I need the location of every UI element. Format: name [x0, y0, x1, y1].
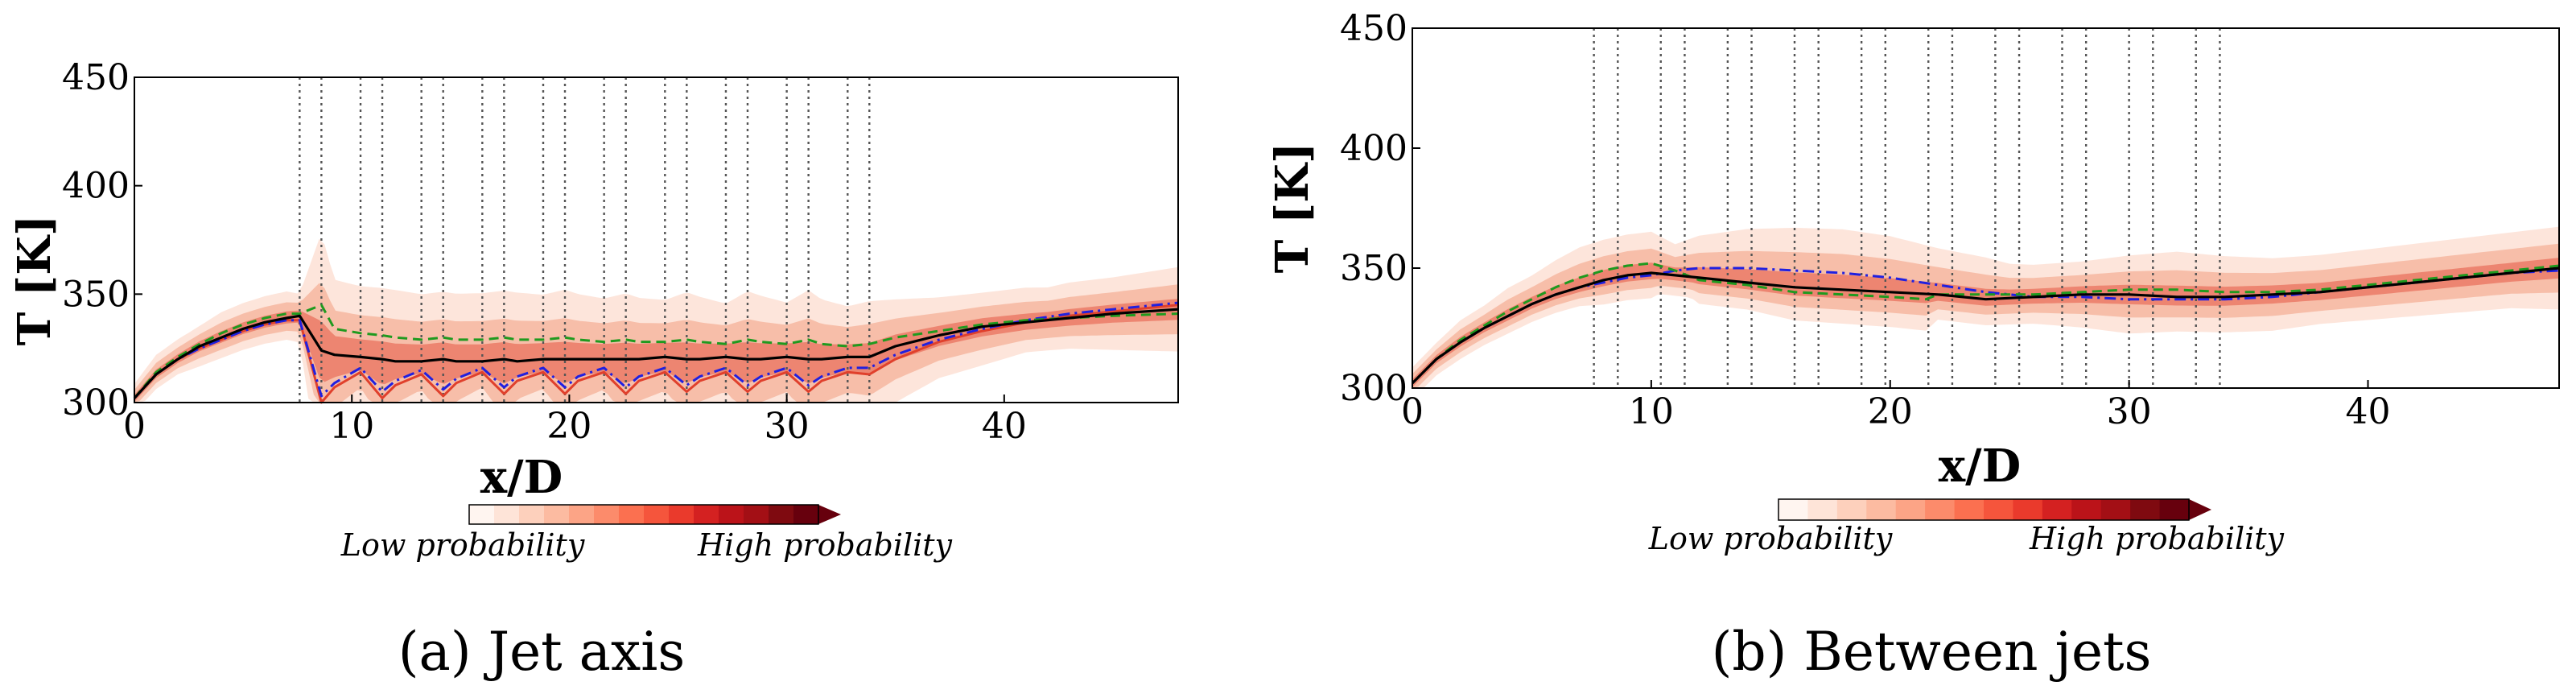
panel-a-series-blue: [133, 301, 1179, 399]
panel-b-colorbar-cell: [1807, 499, 1838, 520]
panel-b: 0 10 20 30 40 300 350 400 450 x/D T [K] Low pro…: [1266, 8, 2560, 683]
panel-a-series-green: [133, 304, 1179, 399]
panel-a-band-inner: [134, 299, 1178, 403]
panel-b-colorbar-cells: [1778, 499, 2190, 520]
panel-b-ylabel: T [K]: [1266, 143, 1319, 274]
panel-b-y-tick-label: 450: [1340, 8, 1408, 49]
panel-b-x-tick-label: 10: [1629, 391, 1674, 432]
panel-a-xlabel: x/D: [480, 451, 563, 504]
panel-b-colorbar-extend-arrow: [2189, 499, 2211, 520]
panel-b-colorbar-cell: [1925, 499, 1956, 520]
panel-b-colorbar-cell: [2100, 499, 2131, 520]
panel-b-series: [1411, 262, 2560, 385]
panel-b-colorbar-cell: [1895, 499, 1926, 520]
panel-b-x-tick-label: 40: [2346, 391, 2391, 432]
panel-a-colorbar-cell: [669, 505, 694, 524]
panel-b-colorbar-outline: [1778, 498, 2190, 521]
panel-b-colorbar-cell: [1954, 499, 1985, 520]
panel-b-colorbar-cell: [2013, 499, 2043, 520]
panel-b-band-inner: [1412, 258, 2559, 387]
panel-b-colorbar-cell: [2042, 499, 2072, 520]
panel-b-x-tick-label: 30: [2107, 391, 2152, 432]
panel-a-colorbar-outline: [468, 504, 819, 525]
panel-a-axes-box: [134, 76, 1179, 403]
panel-a-colorbar-cell: [544, 505, 570, 524]
panel-a-x-tick-label: 0: [123, 406, 146, 447]
panel-a-series: [133, 301, 1179, 404]
panel-b-series-green: [1411, 262, 2560, 385]
panel-a-series-mean: [133, 308, 1179, 399]
panel-b-colorbar-cell: [1836, 499, 1867, 520]
panel-b-colorbar-cell: [2071, 499, 2102, 520]
panel-a-y-tick-label: 450: [62, 57, 130, 98]
panel-a-colorbar-cell: [793, 505, 819, 524]
panel-a-colorbar-low-label: Low probability: [340, 527, 585, 563]
panel-a-colorbar-cell: [519, 505, 545, 524]
panel-b-colorbar-cell: [1778, 499, 1808, 520]
panel-b-colorbar-cell: [2159, 499, 2190, 520]
panel-b-y-tick-label: 350: [1340, 248, 1408, 289]
panel-a-injector-lines: [299, 77, 871, 403]
panel-a-ylabel: T [K]: [8, 215, 61, 346]
panel-b-colorbar-cell: [2130, 499, 2161, 520]
panel-a-caption: (a) Jet axis: [398, 621, 685, 683]
panel-a-colorbar-high-label: High probability: [697, 527, 953, 563]
panel-b-frame: [1412, 27, 2560, 389]
panel-a-colorbar-cell: [619, 505, 645, 524]
panel-b-x-tick-label: 20: [1868, 391, 1913, 432]
panel-b-series-mean: [1411, 266, 2560, 385]
panel-a-y-tick-label: 350: [62, 274, 130, 315]
panel-b-y-ticks: 300 350 400 450: [1340, 8, 1420, 409]
panel-a-x-ticks: 0 10 20 30 40: [123, 395, 1027, 447]
panel-b-caption: (b) Between jets: [1712, 621, 2152, 683]
panel-a-colorbar-extend-arrow: [818, 505, 841, 524]
panel-a-y-tick-label: 400: [62, 166, 130, 207]
panel-a-colorbar-cell: [719, 505, 744, 524]
panel-b-probability-bands: [1412, 226, 2559, 388]
panel-b-y-tick-label: 400: [1340, 128, 1408, 169]
panel-a-series-red: [133, 304, 1179, 404]
panel-a-caption-text: Jet axis: [484, 621, 686, 683]
panel-b-xlabel: x/D: [1939, 440, 2021, 493]
panel-a-colorbar: Low probability High probability: [340, 504, 953, 563]
panel-a-colorbar-cell: [569, 505, 595, 524]
panel-b-injector-lines: [1593, 28, 2221, 388]
panel-a-caption-letter: (a): [398, 621, 472, 683]
panel-b-colorbar: Low probability High probability: [1648, 498, 2285, 556]
panel-b-caption-letter: (b): [1712, 621, 1787, 683]
panel-b-axes-box: [1412, 27, 2560, 389]
panel-a: 0 10 20 30 40 300 350 400 450 x/D T [K] Low pro…: [8, 57, 1179, 683]
panel-b-y-tick-label: 300: [1340, 368, 1408, 409]
panel-b-x-ticks: 0 10 20 30 40: [1401, 380, 2391, 432]
panel-a-colorbar-cell: [744, 505, 769, 524]
panel-a-colorbar-cell: [769, 505, 794, 524]
panel-b-colorbar-low-label: Low probability: [1648, 521, 1893, 556]
panel-a-x-tick-label: 40: [982, 406, 1027, 447]
panel-b-colorbar-cell: [1866, 499, 1897, 520]
panel-a-colorbar-cell: [694, 505, 719, 524]
panel-a-x-tick-label: 30: [765, 406, 810, 447]
panel-a-x-tick-label: 10: [329, 406, 374, 447]
panel-a-y-tick-label: 300: [62, 382, 130, 423]
panel-a-colorbar-cell: [594, 505, 620, 524]
panel-a-y-ticks: 300 350 400 450: [62, 57, 142, 423]
panel-a-colorbar-cell: [469, 505, 495, 524]
panel-b-colorbar-high-label: High probability: [2029, 521, 2285, 556]
panel-a-colorbar-cell: [494, 505, 520, 524]
panel-a-colorbar-cell: [644, 505, 670, 524]
panel-b-caption-text: Between jets: [1803, 621, 2151, 683]
panel-b-colorbar-cell: [1984, 499, 2013, 520]
panel-a-colorbar-cells: [469, 505, 819, 524]
panel-b-x-tick-label: 0: [1401, 391, 1424, 432]
panel-a-frame: [134, 76, 1179, 403]
panel-a-x-tick-label: 20: [546, 406, 591, 447]
